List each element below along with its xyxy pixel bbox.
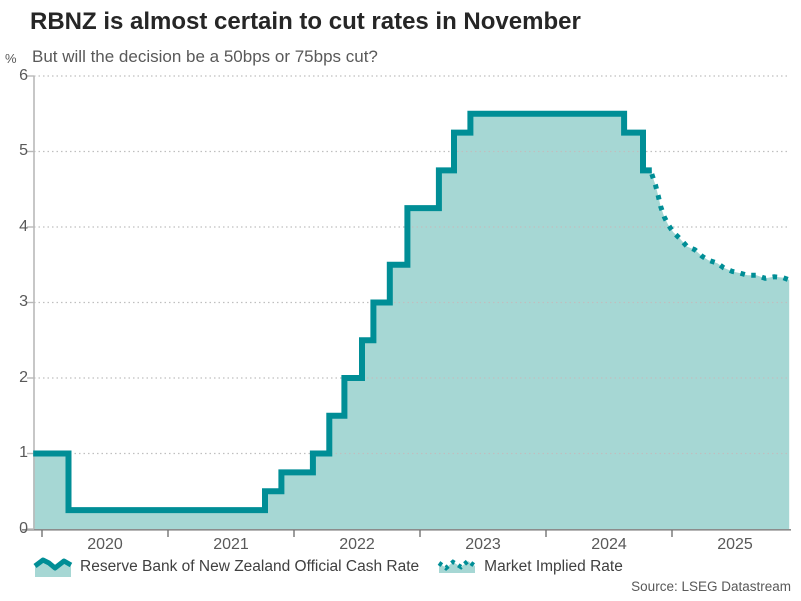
y-tick-label: 6 [19, 67, 28, 84]
official-cash-rate-line [33, 110, 652, 514]
x-tick-label: 2024 [591, 536, 627, 553]
legend: Reserve Bank of New Zealand Official Cas… [33, 556, 623, 578]
x-tick-label: 2022 [339, 536, 375, 553]
axis-ticks [27, 75, 673, 537]
x-tick-label: 2025 [717, 536, 753, 553]
y-tick-label: 1 [19, 444, 28, 461]
area-line-swatch-icon [33, 557, 73, 577]
y-tick-label: 0 [19, 520, 28, 537]
source-text: Source: LSEG Datastream [631, 579, 791, 594]
chart-subtitle: But will the decision be a 50bps or 75bp… [32, 47, 378, 66]
y-tick-label: 2 [19, 369, 28, 386]
x-tick-label: 2021 [213, 536, 249, 553]
market-implied-rate-dotted-line [649, 173, 791, 283]
x-tick-label: 2023 [465, 536, 501, 553]
legend-label: Market Implied Rate [484, 558, 623, 575]
axes [22, 76, 791, 531]
x-tick-label: 2020 [87, 536, 123, 553]
legend-item-market-implied-rate: Market Implied Rate [437, 557, 623, 577]
legend-item-official-cash-rate: Reserve Bank of New Zealand Official Cas… [33, 556, 419, 578]
y-tick-label: 3 [19, 293, 28, 310]
area-fill [33, 113, 790, 530]
page-title: RBNZ is almost certain to cut rates in N… [30, 8, 581, 35]
y-axis-unit-label: % [5, 51, 17, 66]
legend-label: Reserve Bank of New Zealand Official Cas… [80, 558, 420, 575]
y-tick-label: 4 [19, 218, 28, 235]
dotted-line-swatch-icon [437, 558, 477, 573]
y-tick-label: 5 [19, 142, 28, 159]
gridlines [34, 75, 787, 455]
